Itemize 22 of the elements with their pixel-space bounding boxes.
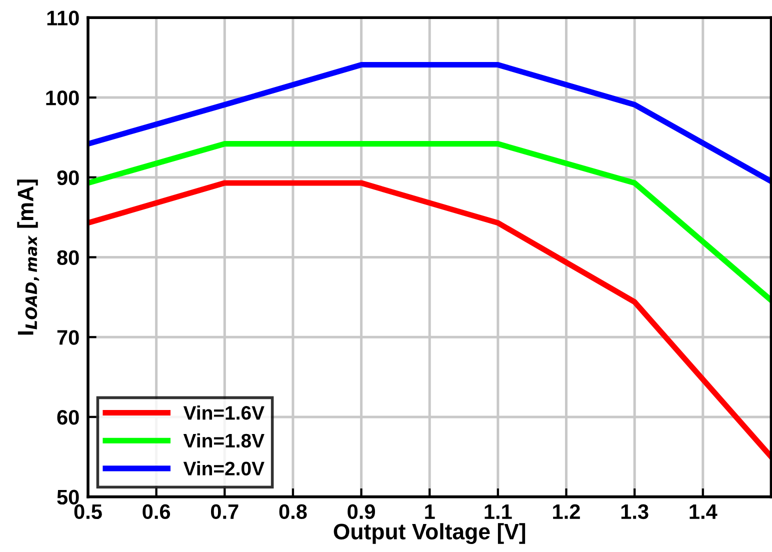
x-tick-label: 1.1 xyxy=(484,504,512,519)
y-tick-label: 70 xyxy=(57,330,79,345)
legend-label: Vin=2.0V xyxy=(183,461,264,476)
y-tick-label: 90 xyxy=(57,170,79,186)
x-tick-label: 0.6 xyxy=(142,504,170,520)
y-tick-label: 60 xyxy=(57,410,79,425)
y-axis-title: I$_{LOAD,max}$ [mA] xyxy=(17,180,40,335)
x-tick-label: 1 xyxy=(425,504,435,519)
y-tick-label: 80 xyxy=(57,250,79,265)
y-tick-label: 100 xyxy=(46,90,79,106)
x-tick-label: 0.8 xyxy=(279,504,307,520)
x-axis-title: Output Voltage [V] xyxy=(334,523,526,544)
legend-label: Vin=1.8V xyxy=(183,433,264,448)
y-tick-label: 50 xyxy=(57,490,79,505)
y-tick-label: 110 xyxy=(47,10,79,26)
x-tick-label: 1.3 xyxy=(621,504,648,520)
x-tick-label: 0.9 xyxy=(348,504,376,520)
legend-label: Vin=1.6V xyxy=(183,405,264,420)
x-tick-label: 0.7 xyxy=(210,504,238,520)
x-tick-label: 0.5 xyxy=(74,504,102,520)
x-tick-label: 1.2 xyxy=(553,504,580,519)
x-tick-label: 1.4 xyxy=(690,504,718,519)
